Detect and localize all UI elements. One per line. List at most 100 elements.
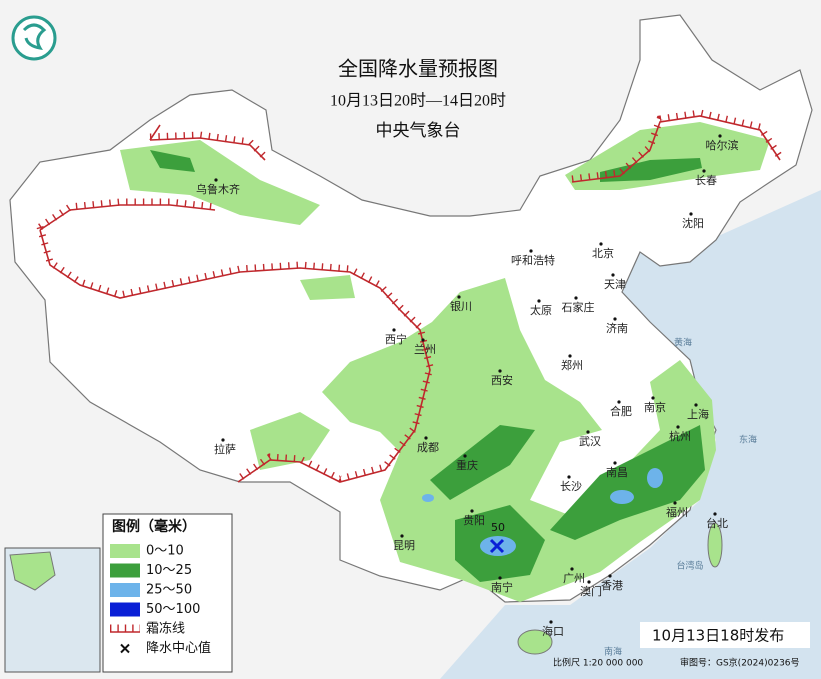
city-dot	[676, 425, 680, 429]
sea	[440, 190, 821, 679]
legend-label: 25～50	[146, 583, 192, 598]
approval: 审图号：GS京(2024)0236号	[680, 657, 800, 669]
city-dot	[567, 475, 571, 479]
legend-cross	[120, 643, 130, 654]
sea-label: 东海	[739, 434, 757, 446]
city-dot	[568, 354, 572, 358]
city-label: 上海	[687, 407, 709, 421]
taiwan	[707, 522, 723, 568]
city-label: 长沙	[560, 480, 582, 493]
city-dot	[221, 438, 225, 442]
period: 10月13日20时—14日20时	[330, 92, 506, 110]
city-dot	[214, 178, 218, 182]
city-dot	[574, 296, 578, 300]
city-dot	[549, 620, 553, 624]
rain-10-25	[430, 425, 535, 500]
center-value: 50	[491, 521, 505, 534]
city-dot	[529, 249, 533, 253]
legend-label: 0～10	[146, 544, 184, 559]
city-label: 香港	[601, 579, 623, 592]
city-label: 郑州	[561, 358, 583, 372]
hainan	[517, 629, 553, 655]
city-label: 昆明	[393, 539, 415, 552]
city-dot	[608, 574, 612, 578]
city-dot	[702, 169, 706, 173]
legend-swatch	[110, 544, 140, 558]
frost-lines	[36, 109, 783, 483]
city-dot	[400, 534, 404, 538]
city-label: 兰州	[414, 343, 436, 356]
frost-line	[571, 115, 781, 183]
rain-25-50	[610, 490, 634, 504]
city-dot	[498, 576, 502, 580]
rain-25-50	[422, 494, 434, 502]
city-dot	[694, 403, 698, 407]
sea-label: 南海	[604, 646, 622, 658]
city-dot	[537, 299, 541, 303]
inset-land	[9, 551, 56, 591]
city-dot	[613, 317, 617, 321]
logo-mark	[22, 23, 47, 51]
city-label: 天津	[604, 278, 626, 291]
sea-label: 台湾岛	[676, 560, 703, 572]
city-label: 澳门	[580, 584, 602, 598]
sea-label: 黄海	[674, 337, 692, 349]
city-dot	[498, 369, 502, 373]
rain-10-25	[600, 158, 702, 182]
city-dot	[613, 461, 617, 465]
frost-ticks	[571, 109, 783, 183]
city-dot	[421, 338, 425, 342]
city-dot	[673, 501, 677, 505]
legend-swatch	[110, 563, 140, 578]
rain-areas	[120, 122, 770, 602]
legend-label: 降水中心值	[146, 640, 211, 656]
city-label: 广州	[563, 572, 585, 585]
city-dot	[570, 567, 574, 571]
city-label: 乌鲁木齐	[196, 182, 240, 196]
center-marker	[489, 538, 505, 554]
city-dot	[611, 273, 615, 277]
rain-25-50	[647, 468, 663, 488]
city-label: 长春	[695, 174, 717, 187]
city-label: 银川	[450, 299, 472, 313]
city-label: 台北	[706, 516, 728, 530]
legend-label: 50～100	[146, 602, 200, 617]
city-label: 南京	[644, 400, 666, 414]
legend-label: 霜冻线	[146, 621, 185, 637]
city-dot	[463, 454, 467, 458]
city-label: 沈阳	[682, 216, 704, 230]
city-label: 西安	[491, 373, 513, 387]
city-dot	[689, 212, 693, 216]
city-dot	[718, 134, 722, 138]
city-label: 南宁	[491, 580, 513, 594]
issuer: 中央气象台	[376, 121, 461, 141]
issued-box	[640, 622, 810, 648]
city-label: 拉萨	[214, 442, 236, 456]
city-dot	[587, 580, 591, 584]
city-label: 南昌	[606, 466, 628, 479]
title: 全国降水量预报图	[338, 57, 498, 81]
city-dot	[617, 400, 621, 404]
city-label: 福州	[666, 505, 688, 519]
legend-title: 图例（毫米）	[112, 518, 196, 535]
rain-10-25	[150, 150, 195, 172]
city-label: 合肥	[610, 404, 632, 418]
city-label: 太原	[530, 304, 552, 317]
city-dot	[599, 242, 603, 246]
city-label: 西宁	[385, 332, 407, 346]
city-dot	[586, 430, 590, 434]
city-dot	[470, 509, 474, 513]
city-label: 武汉	[579, 435, 601, 448]
city-label: 海口	[542, 624, 564, 638]
city-dot	[457, 295, 461, 299]
city-dot	[651, 396, 655, 400]
logo	[11, 15, 57, 61]
issued: 10月13日18时发布	[652, 627, 784, 645]
city-label: 呼和浩特	[511, 253, 555, 267]
city-label: 北京	[592, 246, 614, 260]
city-label: 济南	[606, 321, 628, 335]
city-label: 哈尔滨	[706, 138, 739, 152]
